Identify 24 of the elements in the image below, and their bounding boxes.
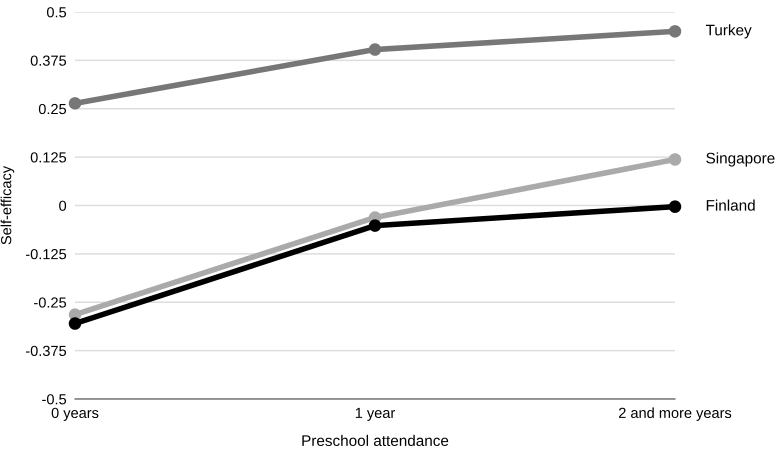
point: [68, 317, 82, 330]
series-label: Turkey: [706, 24, 752, 38]
y-tick-label: 0: [59, 200, 66, 211]
y-tick-label: -0.375: [26, 346, 66, 356]
series-label: Singapore: [706, 152, 775, 167]
point: [668, 25, 682, 38]
y-tick-label: 0.25: [38, 104, 66, 114]
point: [668, 153, 682, 166]
series-label: Finland: [706, 200, 755, 211]
y-tick-label: -0.25: [34, 297, 66, 308]
x-axis-title: Preschool attendance: [302, 434, 448, 446]
point: [368, 219, 382, 232]
y-axis-title: Self-efficacy: [0, 166, 14, 244]
x-tick-label: 0 years: [52, 408, 98, 421]
point: [68, 97, 82, 110]
y-tick-label: 0.375: [30, 55, 66, 66]
x-tick-label: 2 and more years: [618, 407, 732, 421]
y-tick-label: 0.5: [46, 7, 66, 18]
point: [368, 43, 382, 56]
x-tick-label: 1 year: [356, 408, 396, 421]
y-tick-label: -0.5: [42, 394, 66, 404]
y-tick-label: 0.125: [30, 152, 66, 163]
y-tick-label: -0.125: [26, 248, 66, 260]
point: [668, 200, 682, 213]
